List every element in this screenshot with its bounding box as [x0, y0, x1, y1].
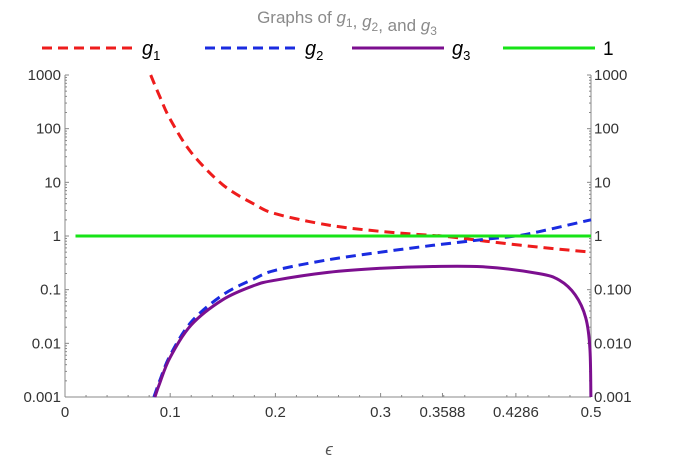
y-tick-label-left: 0.01 [32, 335, 61, 352]
x-tick-label: 0.4286 [493, 404, 539, 421]
y-ticks-left: 0.001 0.01 0.1 1 10 100 1000 [23, 67, 69, 406]
legend-label-1: 1 [603, 39, 614, 60]
series-line-g1 [149, 74, 592, 254]
x-tick-label: 0 [61, 404, 69, 421]
y-tick-label-right: 0.001 [594, 389, 632, 406]
x-tick-label: 0.2 [265, 404, 286, 421]
y-tick-label-left: 0.1 [40, 282, 61, 299]
y-tick-label-right: 100 [594, 121, 619, 138]
series-lines [75, 74, 593, 398]
y-tick-label-right: 1 [594, 228, 602, 245]
chart-title: Graphs of g1, g2, and g3 [257, 8, 437, 38]
x-axis-label: ϵ [325, 440, 333, 459]
legend: g1 g2 g3 1 [42, 38, 614, 63]
x-tick-label: 0.5 [581, 404, 602, 421]
y-tick-label-left: 10 [44, 174, 61, 191]
x-tick-label: 0.1 [160, 404, 181, 421]
y-tick-label-left: 1000 [28, 67, 61, 84]
series-line-g2 [152, 218, 592, 398]
y-tick-label-right: 0.010 [594, 335, 632, 352]
legend-label-g3: g3 [452, 38, 470, 63]
x-tick-label: 0.3588 [420, 404, 466, 421]
x-tick-label: 0.3 [370, 404, 391, 421]
legend-label-g2: g2 [305, 38, 323, 63]
x-ticks: 0 0.1 0.2 0.3 0.3588 0.4286 0.5 [61, 393, 602, 421]
y-tick-label-right: 0.100 [594, 282, 632, 299]
series-line-g3 [153, 264, 593, 398]
legend-label-g1: g1 [142, 38, 160, 63]
y-tick-label-left: 0.001 [23, 389, 61, 406]
y-tick-label-right: 10 [594, 174, 611, 191]
y-tick-label-left: 1 [53, 228, 61, 245]
y-ticks-right: 0.001 0.010 0.100 1 10 100 1000 [587, 67, 632, 406]
y-tick-label-left: 100 [36, 121, 61, 138]
y-tick-label-right: 1000 [594, 67, 627, 84]
